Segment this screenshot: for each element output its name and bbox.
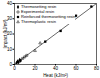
html-text:Thermosetting resin: Thermosetting resin <box>21 4 57 9</box>
svg-text:20: 20 <box>7 31 13 36</box>
svg-text:Impact (kJ/m²): Impact (kJ/m²) <box>3 19 8 48</box>
html-text:Reinforced thermosetting resin: Reinforced thermosetting resin <box>21 14 76 19</box>
svg-text:60: 60 <box>73 66 79 71</box>
html-text:Thermoplastic resin: Thermoplastic resin <box>21 19 56 24</box>
svg-text:Heat (kJ/m²): Heat (kJ/m²) <box>43 73 68 78</box>
svg-text:20: 20 <box>32 66 38 71</box>
svg-text:10: 10 <box>7 47 13 52</box>
svg-text:40: 40 <box>7 1 13 6</box>
svg-text:0: 0 <box>9 62 12 67</box>
html-text:Experimental resin: Experimental resin <box>21 9 55 14</box>
svg-text:0: 0 <box>13 66 16 71</box>
svg-text:30: 30 <box>7 16 13 21</box>
svg-text:40: 40 <box>53 66 59 71</box>
svg-text:80: 80 <box>94 66 100 71</box>
